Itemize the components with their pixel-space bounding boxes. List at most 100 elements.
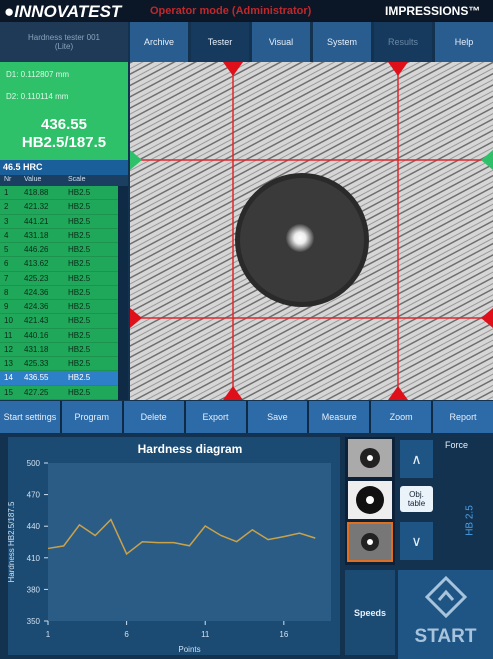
table-cell: 9 xyxy=(4,302,9,312)
table-row[interactable]: 5 446.26 HB2.5 xyxy=(0,243,118,258)
table-row[interactable]: 1 418.88 HB2.5 xyxy=(0,186,118,201)
y-tick-label: 380 xyxy=(27,585,41,594)
start-label: START xyxy=(414,626,477,647)
thumbnail-images[interactable] xyxy=(345,437,395,565)
toolbar-button[interactable]: Measure xyxy=(309,401,370,433)
table-cell: 4 xyxy=(4,230,9,240)
toolbar-button[interactable]: Export xyxy=(185,401,246,433)
hardness-line xyxy=(47,518,316,556)
table-cell: 431.18 xyxy=(24,230,49,240)
toolbar-button[interactable]: Save xyxy=(247,401,308,433)
table-cell: 1 xyxy=(4,188,9,197)
mode: Operator mode (Administrator) xyxy=(150,5,312,17)
table-cell: HB2.5 xyxy=(68,216,91,226)
table-cell: HB2.5 xyxy=(68,273,91,283)
table-cell: HB2.5 xyxy=(68,230,91,240)
table-cell: 3 xyxy=(4,216,9,226)
markers-green[interactable] xyxy=(130,150,493,170)
markers[interactable] xyxy=(130,62,493,400)
tab[interactable]: Tester xyxy=(191,22,249,62)
objective-up[interactable]: ∧ xyxy=(400,440,433,478)
table-row[interactable]: 6 413.62 HB2.5 xyxy=(0,257,118,272)
plot-area xyxy=(48,463,331,621)
objective-down[interactable]: ∨ xyxy=(400,522,433,560)
y-tick-label: 500 xyxy=(27,459,41,468)
logo-text: INNOVATEST xyxy=(14,2,122,21)
start-icon xyxy=(425,576,467,618)
table-row[interactable]: 12 431.18 HB2.5 xyxy=(0,343,118,358)
measurement-panel: D1: 0.112807 mm D2: 0.110114 mm 436.55 H… xyxy=(0,62,128,160)
table-cell: 13 xyxy=(4,359,13,369)
header: ●INNOVATEST Operator mode (Administrator… xyxy=(0,0,493,22)
table-row[interactable]: 7 425.23 HB2.5 xyxy=(0,272,118,286)
tab[interactable]: Help xyxy=(435,22,493,62)
tab[interactable]: System xyxy=(313,22,371,62)
x-tick-label: 11 xyxy=(201,630,210,639)
table-row[interactable]: 10 421.43 HB2.5 xyxy=(0,314,118,329)
table-row[interactable]: 11 440.16 HB2.5 xyxy=(0,329,118,343)
table-cell: 14 xyxy=(4,373,13,383)
table-row[interactable]: 13 425.33 HB2.5 xyxy=(0,357,118,372)
d1: D1: 0.112807 mm xyxy=(6,70,69,79)
table-cell: 421.43 xyxy=(24,316,49,326)
scrollbar[interactable] xyxy=(118,186,128,400)
hardness-value: 436.55 xyxy=(41,116,87,133)
column-header: Value xyxy=(24,176,42,183)
table-cell: 418.88 xyxy=(24,188,49,197)
crosshair xyxy=(130,62,493,400)
toolbar-button[interactable]: Zoom xyxy=(371,401,432,433)
table-cell: HB2.5 xyxy=(68,245,91,255)
table-cell: 12 xyxy=(4,344,13,354)
column-header: Nr xyxy=(4,176,12,183)
table-cell: 5 xyxy=(4,245,9,255)
table-cell: 446.26 xyxy=(24,245,49,255)
table-cell: 424.36 xyxy=(24,302,49,312)
table-cell: 10 xyxy=(4,316,13,326)
toolbar: Start settings Program Delete Export Save Mea… xyxy=(0,401,493,433)
results-table: Nr Value Scale 1 418.88 HB2.5 2 421.32 HB2.5 3 441… xyxy=(0,175,128,400)
force-value: HB 2.5 xyxy=(464,505,476,536)
table-cell: 15 xyxy=(4,387,13,397)
table-row[interactable]: 9 424.36 HB2.5 xyxy=(0,300,118,315)
toolbar-button[interactable]: Program xyxy=(61,401,122,433)
tab[interactable]: Visual xyxy=(252,22,310,62)
table-row[interactable]: 14 436.55 HB2.5 xyxy=(0,371,118,386)
table-cell: 7 xyxy=(4,273,9,283)
device-label: Hardness tester 001 (Lite) xyxy=(0,22,128,62)
toolbar-button[interactable]: Start settings xyxy=(0,401,60,433)
x-tick-label: 1 xyxy=(46,630,51,639)
table-cell: HB2.5 xyxy=(68,330,91,340)
table-row[interactable]: 4 431.18 HB2.5 xyxy=(0,229,118,244)
product: IMPRESSIONS™ xyxy=(385,4,481,18)
table-cell: 413.62 xyxy=(24,259,49,269)
objective[interactable]: Obj. table xyxy=(400,486,433,512)
tab[interactable]: Results xyxy=(374,22,432,62)
table-cell: HB2.5 xyxy=(68,344,91,354)
y-tick-label: 440 xyxy=(27,522,41,531)
toolbar-button[interactable]: Delete xyxy=(123,401,184,433)
y-tick-label: 410 xyxy=(27,554,41,563)
table-cell: 431.18 xyxy=(24,344,49,354)
table-cell: 421.32 xyxy=(24,202,49,212)
y-axis-label: Hardness HB2.5/187.5 xyxy=(7,501,16,582)
table-row[interactable]: 3 441.21 HB2.5 xyxy=(0,215,118,229)
tab-bar: Archive Tester Visual System Results Help xyxy=(130,22,493,62)
table-row[interactable]: 15 427.25 HB2.5 xyxy=(0,386,118,400)
camera-view xyxy=(130,62,493,400)
table-cell: 425.23 xyxy=(24,273,49,283)
y-tick-label: 350 xyxy=(27,617,41,626)
thumbnails xyxy=(345,437,395,565)
start-button[interactable]: START xyxy=(398,570,493,659)
reflection xyxy=(286,224,314,252)
table-row[interactable]: 2 421.32 HB2.5 xyxy=(0,200,118,215)
x-tick-label: 16 xyxy=(279,630,288,639)
table-cell: 424.36 xyxy=(24,287,49,297)
table-cell: HB2.5 xyxy=(68,287,91,297)
table-cell: HB2.5 xyxy=(68,373,91,383)
toolbar-button[interactable]: Report xyxy=(433,401,493,433)
table-row[interactable]: 8 424.36 HB2.5 xyxy=(0,286,118,301)
speeds[interactable]: Speeds xyxy=(345,570,395,655)
tab[interactable]: Archive xyxy=(130,22,188,62)
